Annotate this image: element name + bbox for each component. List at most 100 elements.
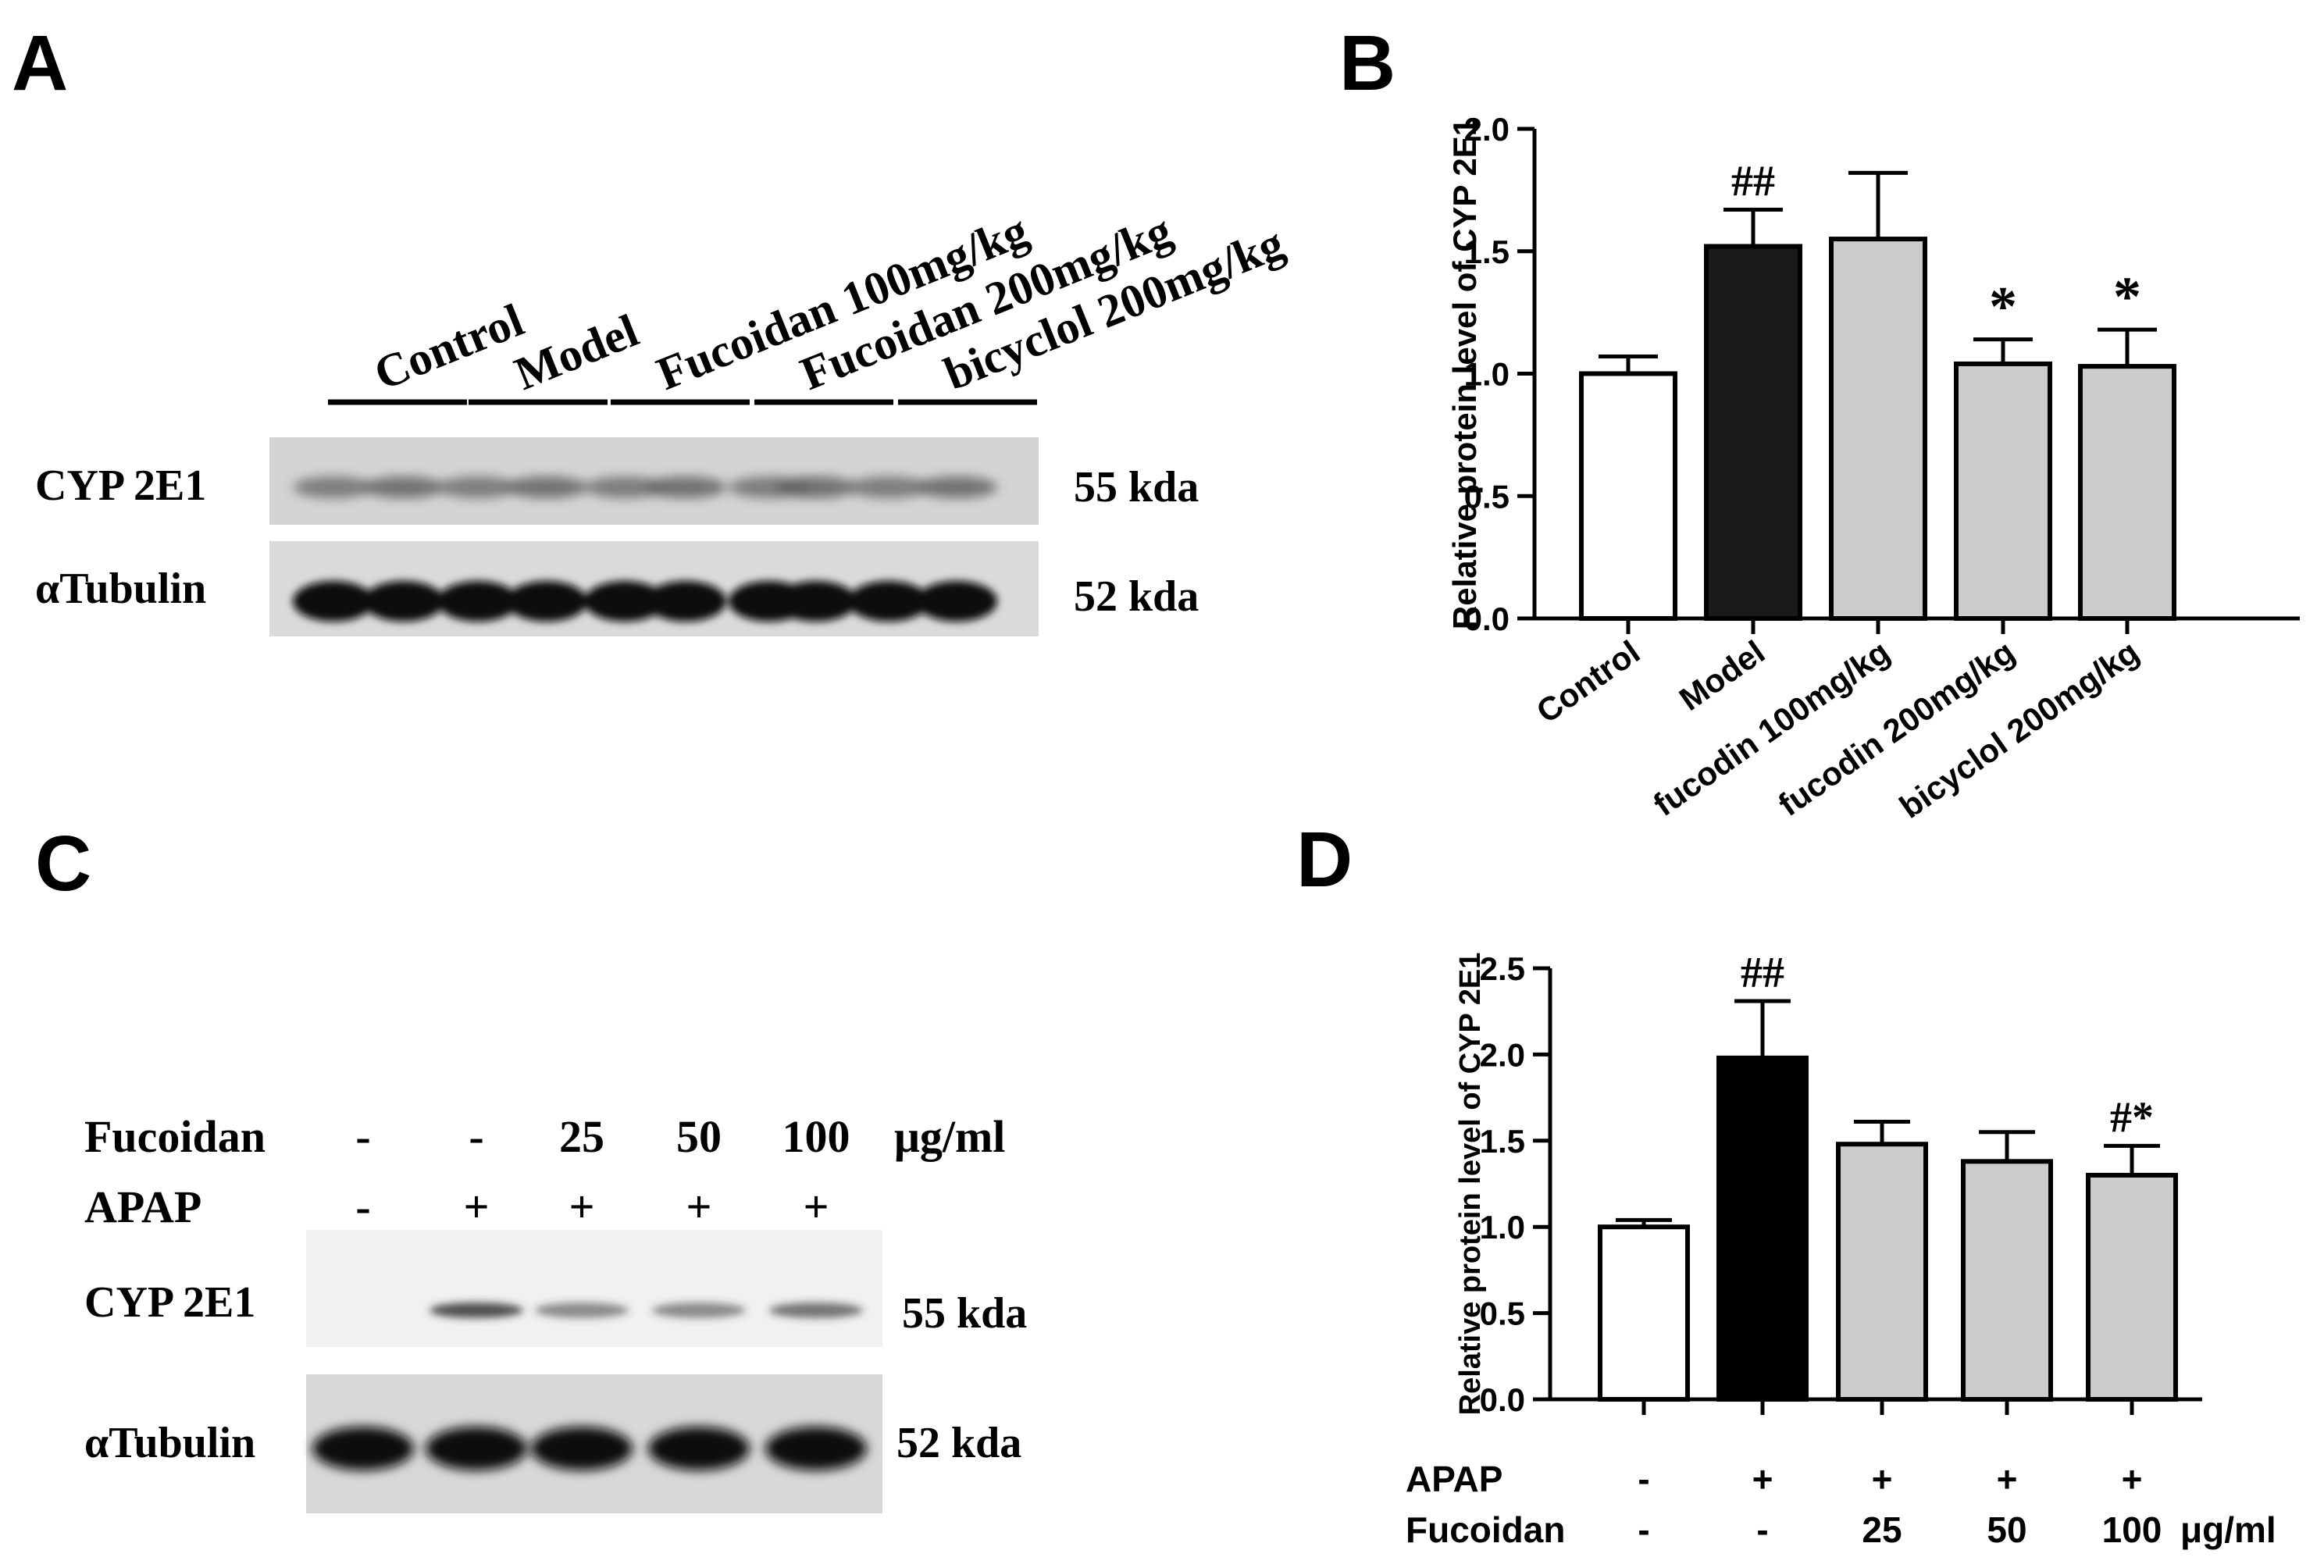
bar [2086,1172,2178,1402]
y-tick-label: 0.5 [1464,478,1510,515]
y-tick-label: 0.0 [1480,1381,1525,1418]
panel-c-blot [306,1230,882,1513]
tubulin-band [363,581,444,622]
y-tick-label: 1.5 [1480,1123,1525,1160]
y-tick-label: 2.5 [1480,950,1525,987]
cyp2e1-band [584,476,665,498]
c-band-label-tubulin: αTubulin [84,1419,255,1467]
c-band-kda-tubulin: 52 kda [896,1419,1021,1467]
tubulin-band [584,581,665,622]
c-band-label-cyp2e1: CYP 2E1 [84,1278,255,1327]
x-row-value-apap: + [1997,1459,2018,1499]
bar [1836,1142,1928,1402]
tubulin-band [848,581,929,622]
c-cyp2e1-band [430,1303,523,1318]
band-kda-cyp2e1: 55 kda [1074,463,1199,511]
cyp2e1-band [775,476,857,498]
row-value-fucoidan: - [355,1111,370,1162]
c-cyp2e1-band [769,1303,863,1318]
row-value-fucoidan: 50 [676,1111,722,1162]
bar [1579,371,1677,621]
cyp2e1-band [506,476,587,498]
panel-letter-b: B [1339,20,1395,107]
x-category-label: Model [1673,633,1771,718]
c-tubulin-band [426,1427,527,1470]
tubulin-band [293,581,374,622]
cyp2e1-band [293,476,374,498]
bar [1961,1159,2053,1402]
bar [1716,1055,1809,1402]
row-value-apap: + [569,1181,594,1232]
row-label-fucoidan: Fucoidan [84,1111,266,1162]
x-row-value-fucoidan: - [1756,1509,1768,1550]
row-unit-fucoidan: μg/ml [894,1111,1005,1162]
bar [2078,364,2176,621]
panel-c: C Fucoidan - - 25 50 100 μg/ml APAP - + + + + CYP 2E… [35,820,1027,1513]
y-tick-label: 1.0 [1480,1209,1525,1245]
significance-mark: * [2113,265,2141,328]
x-row-value-fucoidan: 50 [1987,1509,2026,1550]
x-category-label: fucodin 100mg/kg [1647,633,1896,823]
x-row-value-apap: + [2122,1459,2143,1499]
row-value-fucoidan: 25 [559,1111,604,1162]
c-cyp2e1-band [652,1303,746,1318]
y-axis-label: Relative protein level of CYP 2E1 [1454,953,1487,1416]
x-row-value-fucoidan: - [1638,1509,1649,1550]
band-label-cyp2e1: CYP 2E1 [35,461,206,510]
significance-mark: * [1989,276,2017,338]
panel-letter-a: A [12,20,68,107]
x-row-unit-fucoidan: μg/ml [2180,1509,2276,1550]
panel-letter-c: C [35,820,91,907]
significance-mark: ## [1731,157,1775,205]
y-tick-label: 1.0 [1464,356,1510,393]
c-tubulin-band [648,1427,750,1470]
cyp2e1-band [437,476,519,498]
row-value-apap: + [686,1181,711,1232]
y-tick-label: 0.0 [1464,600,1510,637]
c-tubulin-band [531,1427,633,1470]
row-value-fucoidan: 100 [782,1111,850,1162]
lane-label-model: Model [508,305,645,400]
cyp2e1-band [363,476,444,498]
blot-c-cyp2e1-membrane [306,1230,882,1347]
c-tubulin-band [765,1427,867,1470]
c-tubulin-band [312,1427,414,1470]
band-kda-tubulin: 52 kda [1074,572,1199,621]
row-value-apap: - [355,1181,370,1232]
x-row-value-apap: - [1638,1459,1649,1499]
tubulin-band [645,581,726,622]
tubulin-band [775,581,857,622]
cyp2e1-band [645,476,726,498]
row-value-apap: + [803,1181,829,1232]
x-row-label-fucoidan: Fucoidan [1406,1509,1565,1550]
panel-letter-d: D [1296,816,1353,903]
panel-a-blot [269,437,1039,636]
bar [1829,237,1927,621]
bar [1704,244,1802,621]
x-row-value-apap: + [1752,1459,1773,1499]
row-value-apap: + [463,1181,489,1232]
row-value-fucoidan: - [469,1111,483,1162]
cyp2e1-band [848,476,929,498]
row-label-apap: APAP [84,1181,201,1232]
bar [1954,361,2052,621]
bar [1598,1224,1690,1402]
x-row-label-apap: APAP [1406,1459,1502,1499]
tubulin-band [437,581,519,622]
c-band-kda-cyp2e1: 55 kda [902,1289,1027,1338]
significance-mark: #* [2110,1093,2154,1142]
tubulin-band [916,581,997,622]
x-row-value-apap: + [1872,1459,1893,1499]
y-tick-label: 0.5 [1480,1295,1525,1332]
significance-mark: ## [1741,949,1784,997]
cyp2e1-band [916,476,997,498]
c-cyp2e1-band [535,1303,629,1318]
y-tick-label: 1.5 [1464,233,1510,270]
